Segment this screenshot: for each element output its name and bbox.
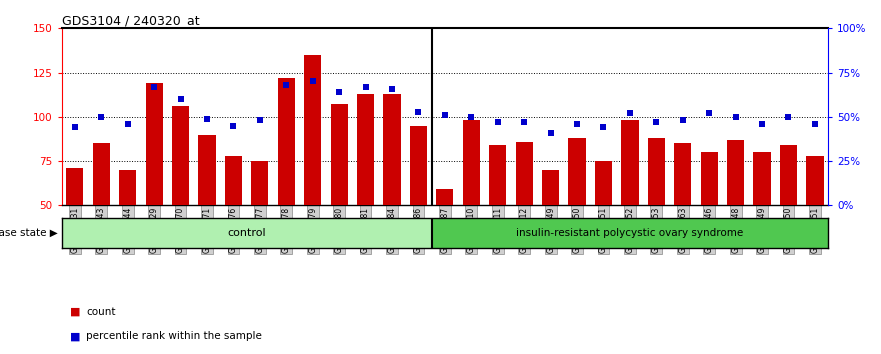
Text: insulin-resistant polycystic ovary syndrome: insulin-resistant polycystic ovary syndr…	[516, 228, 744, 238]
Point	[649, 119, 663, 125]
Point	[332, 89, 346, 95]
Point	[808, 121, 822, 127]
Bar	[542, 170, 559, 205]
Point	[676, 118, 690, 123]
Bar	[93, 143, 110, 205]
Text: disease state ▶: disease state ▶	[0, 228, 57, 238]
Bar	[145, 83, 163, 205]
Bar	[62, 218, 432, 248]
Point	[385, 86, 399, 91]
Point	[411, 109, 426, 114]
Bar	[595, 161, 612, 205]
Bar	[463, 120, 480, 205]
Point	[464, 114, 478, 120]
Bar	[674, 143, 692, 205]
Bar	[648, 138, 665, 205]
Bar	[172, 106, 189, 205]
Text: count: count	[86, 307, 115, 316]
Point	[200, 116, 214, 121]
Point	[491, 119, 505, 125]
Point	[755, 121, 769, 127]
Point	[94, 114, 108, 120]
Bar	[621, 120, 639, 205]
Text: GDS3104 / 240320_at: GDS3104 / 240320_at	[62, 14, 199, 27]
Bar	[383, 94, 401, 205]
Point	[174, 96, 188, 102]
Point	[438, 112, 452, 118]
Point	[226, 123, 241, 129]
Point	[623, 110, 637, 116]
Bar	[568, 138, 586, 205]
Bar	[436, 189, 454, 205]
Bar	[330, 104, 348, 205]
Point	[68, 125, 82, 130]
Bar	[357, 94, 374, 205]
Point	[121, 121, 135, 127]
Bar	[700, 152, 718, 205]
Bar	[806, 156, 824, 205]
Bar	[727, 140, 744, 205]
Text: control: control	[227, 228, 266, 238]
Bar	[432, 218, 828, 248]
Point	[570, 121, 584, 127]
Point	[306, 79, 320, 84]
Point	[781, 114, 796, 120]
Bar	[198, 135, 216, 205]
Text: percentile rank within the sample: percentile rank within the sample	[86, 331, 263, 341]
Bar	[278, 78, 295, 205]
Point	[279, 82, 293, 88]
Text: ■: ■	[70, 331, 81, 341]
Bar	[515, 142, 533, 205]
Bar	[753, 152, 771, 205]
Point	[729, 114, 743, 120]
Point	[359, 84, 373, 90]
Bar	[251, 161, 269, 205]
Text: ■: ■	[70, 307, 81, 316]
Bar	[489, 145, 507, 205]
Point	[517, 119, 531, 125]
Point	[253, 118, 267, 123]
Bar	[225, 156, 242, 205]
Bar	[304, 55, 322, 205]
Bar	[66, 168, 84, 205]
Bar	[780, 145, 797, 205]
Point	[544, 130, 558, 136]
Point	[147, 84, 161, 90]
Point	[702, 110, 716, 116]
Bar	[119, 170, 137, 205]
Point	[596, 125, 611, 130]
Bar	[410, 126, 427, 205]
